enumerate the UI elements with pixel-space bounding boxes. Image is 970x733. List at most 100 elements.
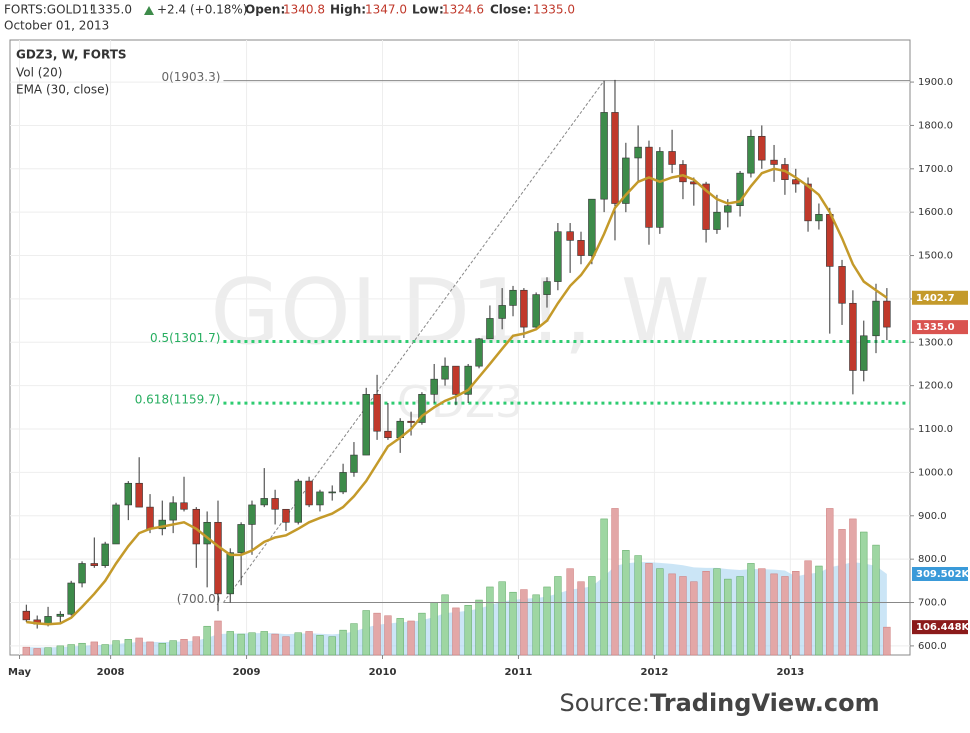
candle-body <box>430 378 438 395</box>
volume-bar <box>305 631 313 656</box>
x-tick-label: 2010 <box>369 667 397 678</box>
candle-body <box>146 506 154 530</box>
y-tick-label: 1300.0 <box>918 337 953 348</box>
candle-body <box>532 294 540 328</box>
candle-body <box>452 365 460 395</box>
volume-bar <box>452 607 460 656</box>
candle-body <box>248 504 256 525</box>
open-value: 1340.8 <box>283 3 325 17</box>
volume-bar <box>169 640 177 656</box>
y-tick-label: 1700.0 <box>918 164 953 175</box>
x-tick-label: 2011 <box>505 667 533 678</box>
volume-bar <box>838 529 846 656</box>
volume-bar <box>758 568 766 656</box>
volume-bar <box>328 636 336 656</box>
volume-bar <box>271 633 279 656</box>
volume-bar <box>396 618 404 656</box>
y-tick-label: 600.0 <box>918 641 947 652</box>
candle-body <box>713 211 721 230</box>
candle-body <box>237 524 245 553</box>
volume-bar <box>124 639 132 656</box>
volume-bar <box>90 641 98 656</box>
candle-body <box>169 502 177 521</box>
candle-body <box>554 231 562 282</box>
volume-bar <box>441 594 449 656</box>
header-symbol: FORTS:GOLD1! <box>4 3 94 17</box>
volume-bar <box>668 573 676 656</box>
source-site: TradingView.com <box>650 689 880 717</box>
volume-bar <box>634 555 642 656</box>
fib-label: (700.0) <box>177 592 221 606</box>
volume-bar <box>237 633 245 656</box>
candle-body <box>90 563 98 566</box>
candle-body <box>407 420 415 423</box>
legend-ema: EMA (30, close) <box>16 83 109 97</box>
volume-bar <box>44 647 52 656</box>
candle-body <box>792 179 800 185</box>
volume-bar <box>294 632 302 656</box>
volume-bar <box>600 518 608 656</box>
candle-body <box>373 394 381 432</box>
candle-body <box>339 472 347 493</box>
ema-line <box>26 167 888 626</box>
candle-body <box>124 482 132 506</box>
y-tick-label: 1100.0 <box>918 424 953 435</box>
x-tick-label: 2009 <box>233 667 261 678</box>
candle-body <box>282 508 290 523</box>
volume-bar <box>690 581 698 656</box>
candle-body <box>577 240 585 256</box>
up-arrow <box>144 6 154 15</box>
y-tick-label: 1800.0 <box>918 120 953 131</box>
fib-label: 0.618(1159.7) <box>135 393 221 407</box>
fib-label: 0.5(1301.7) <box>150 331 220 345</box>
volume-bar <box>566 568 574 656</box>
candle-body <box>736 172 744 206</box>
candle-body <box>498 305 506 319</box>
volume-bar <box>486 586 494 656</box>
y-tick-label: 700.0 <box>918 598 947 609</box>
candle-body <box>656 151 664 228</box>
candle-body <box>520 289 528 328</box>
axis-label-bg <box>912 567 968 582</box>
candle-body <box>600 112 608 200</box>
volume-bar <box>430 602 438 656</box>
candle-body <box>838 266 846 304</box>
y-tick-label: 1500.0 <box>918 251 953 262</box>
axis-label-bg <box>912 290 968 305</box>
volume-bar <box>713 568 721 656</box>
volume-bar <box>316 635 324 656</box>
x-tick-label: 2008 <box>97 667 125 678</box>
volume-bar <box>192 636 200 656</box>
volume-bar <box>260 631 268 656</box>
source-prefix: Source: <box>559 689 650 717</box>
candle-body <box>214 521 222 595</box>
volume-bar <box>577 581 585 656</box>
candle-body <box>328 491 336 494</box>
y-tick-label: 1200.0 <box>918 381 953 392</box>
candle-body <box>294 480 302 523</box>
candle-body <box>826 214 834 267</box>
axis-label: 1335.0 <box>916 322 955 333</box>
volume-bar <box>112 640 120 656</box>
volume-bar <box>464 605 472 656</box>
volume-bar <box>67 644 75 656</box>
fib-label: 0(1903.3) <box>161 70 220 84</box>
volume-bar <box>679 576 687 656</box>
candle-body <box>622 157 630 204</box>
high-value: 1347.0 <box>365 3 407 17</box>
volume-bar <box>226 631 234 656</box>
candle-body <box>316 491 324 506</box>
volume-bar <box>860 531 868 656</box>
volume-bar <box>101 644 109 656</box>
candle-body <box>588 198 596 256</box>
candle-body <box>271 498 279 510</box>
volume-bar <box>781 576 789 656</box>
volume-bar <box>384 615 392 656</box>
volume-bar <box>770 573 778 656</box>
volume-bar <box>872 544 880 656</box>
volume-bar <box>656 568 664 656</box>
candle-body <box>724 205 732 213</box>
header-date: October 01, 2013 <box>4 19 109 33</box>
volume-bar <box>56 645 64 656</box>
